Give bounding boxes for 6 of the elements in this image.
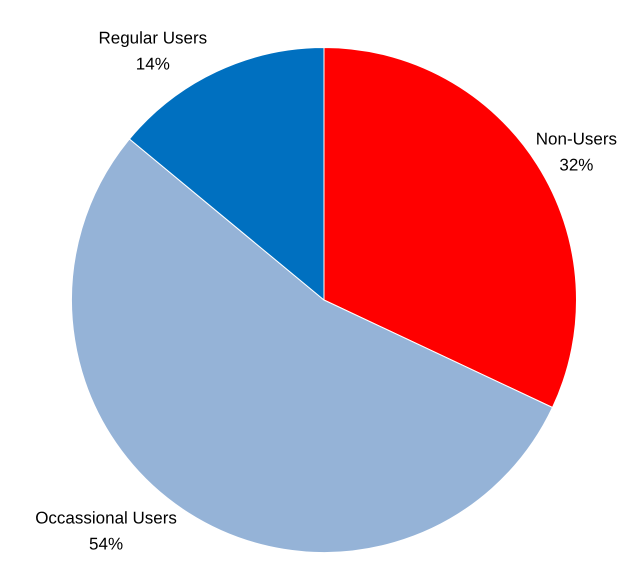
- slice-label: Occassional Users: [35, 508, 177, 528]
- data-label: 14%: [136, 54, 170, 74]
- slice-label: Non-Users: [536, 130, 618, 149]
- data-label: 54%: [89, 534, 124, 554]
- data-label: 32%: [559, 156, 594, 175]
- slice-label: Regular Users: [98, 28, 208, 48]
